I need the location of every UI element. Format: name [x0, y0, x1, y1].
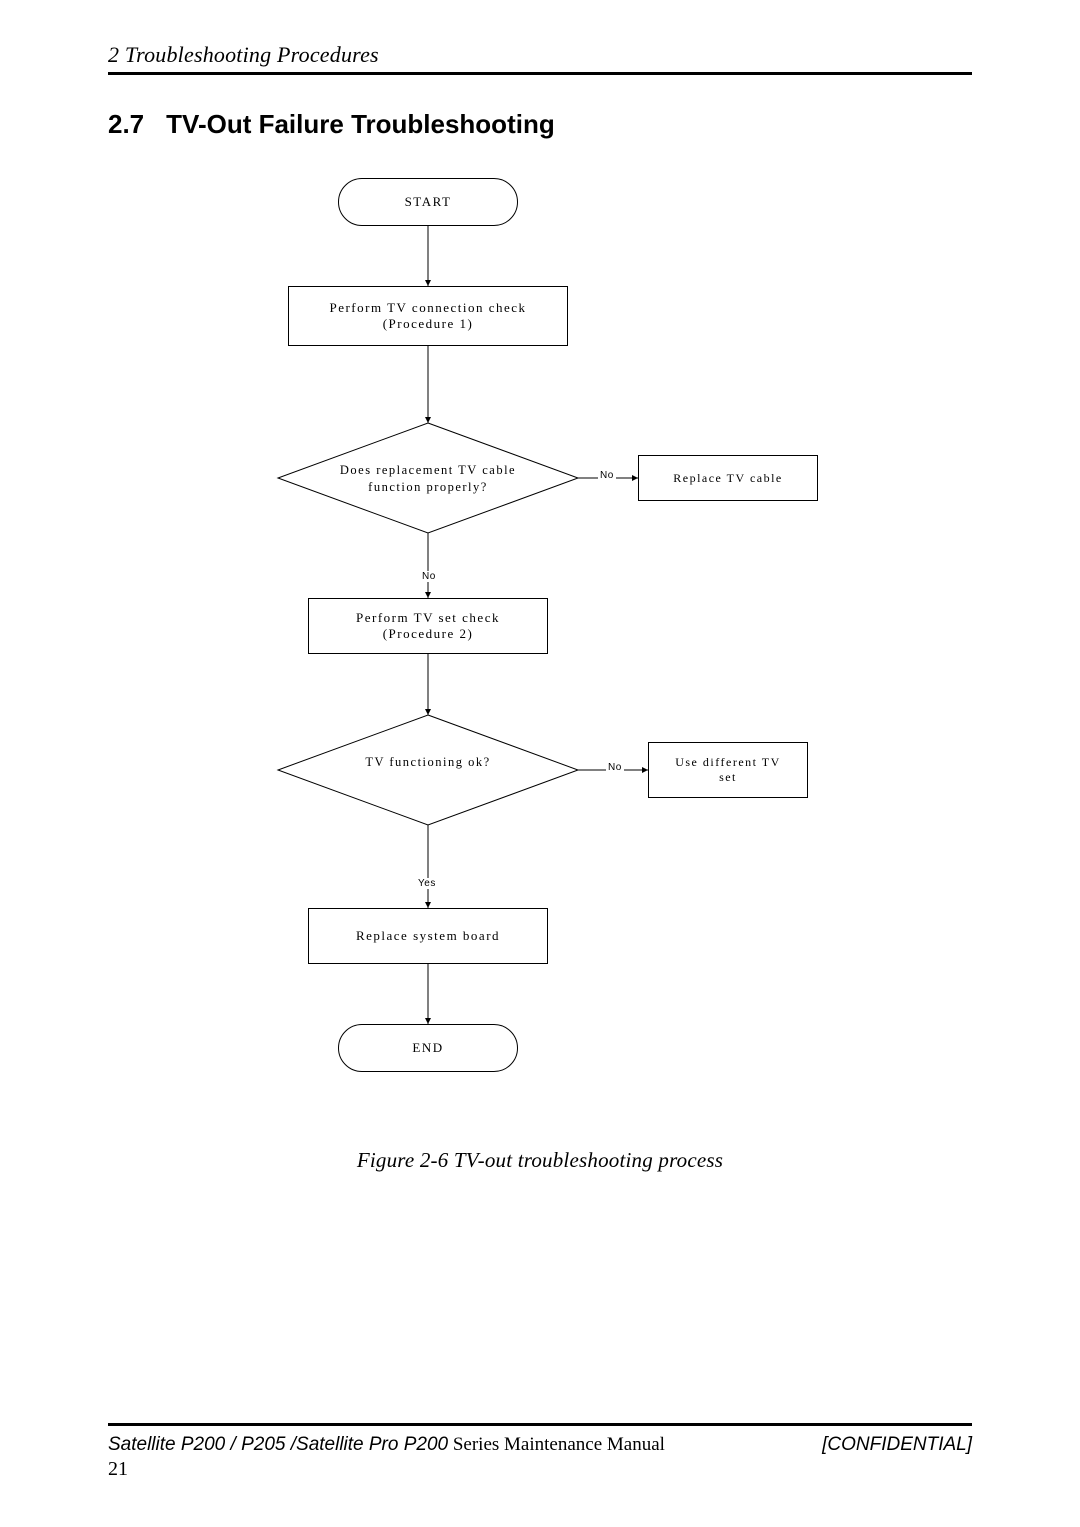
page: 2 Troubleshooting Procedures 2.7 TV-Out F… — [0, 0, 1080, 1527]
edge-label: No — [598, 470, 616, 481]
page-number: 21 — [108, 1458, 972, 1481]
process-node-p1: Perform TV connection check(Procedure 1) — [288, 286, 568, 346]
section-number: 2.7 — [108, 109, 144, 140]
page-footer: Satellite P200 / P205 /Satellite Pro P20… — [108, 1423, 972, 1481]
process-node-p3: Replace system board — [308, 908, 548, 964]
footer-left: Satellite P200 / P205 /Satellite Pro P20… — [108, 1434, 665, 1456]
footer-rule — [108, 1423, 972, 1426]
edge-label: No — [606, 762, 624, 773]
running-head: 2 Troubleshooting Procedures — [108, 42, 972, 75]
terminator-node-end: END — [338, 1024, 518, 1072]
edge-label: Yes — [416, 878, 438, 889]
footer-row: Satellite P200 / P205 /Satellite Pro P20… — [108, 1434, 972, 1456]
footer-right: [CONFIDENTIAL] — [822, 1434, 972, 1456]
process-node-p2: Perform TV set check(Procedure 2) — [308, 598, 548, 654]
edge-label: No — [420, 571, 438, 582]
footer-left-serif: Series Maintenance Manual — [448, 1434, 665, 1455]
footer-left-sans: Satellite P200 / P205 /Satellite Pro P20… — [108, 1434, 448, 1455]
process-node-o2: Use different TVset — [648, 742, 808, 798]
decision-label-d1: Does replacement TV cablefunction proper… — [298, 462, 558, 496]
terminator-node-start: START — [338, 178, 518, 226]
section-title: TV-Out Failure Troubleshooting — [166, 109, 555, 139]
section-heading: 2.7 TV-Out Failure Troubleshooting — [108, 109, 972, 140]
process-node-o1: Replace TV cable — [638, 455, 818, 501]
figure-caption: Figure 2-6 TV-out troubleshooting proces… — [108, 1148, 972, 1173]
decision-label-d2: TV functioning ok? — [298, 754, 558, 771]
flowchart: START Perform TV connection check(Procedu… — [198, 178, 838, 1078]
